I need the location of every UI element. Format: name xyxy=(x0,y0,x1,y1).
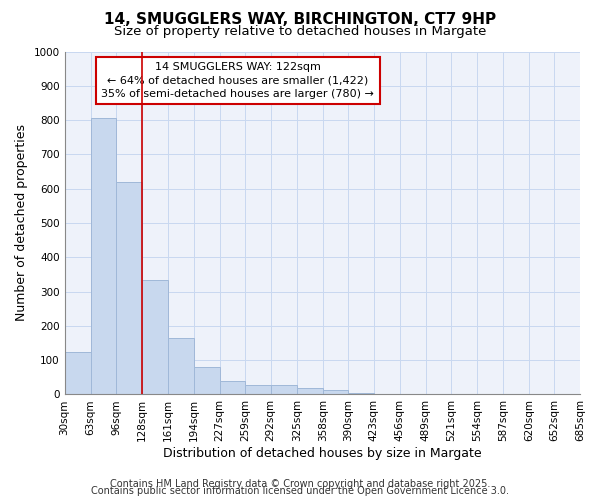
Bar xyxy=(167,338,194,394)
Bar xyxy=(245,385,271,394)
Y-axis label: Number of detached properties: Number of detached properties xyxy=(15,124,28,322)
Text: 14 SMUGGLERS WAY: 122sqm
← 64% of detached houses are smaller (1,422)
35% of sem: 14 SMUGGLERS WAY: 122sqm ← 64% of detach… xyxy=(101,62,374,99)
Bar xyxy=(65,352,91,395)
Text: Size of property relative to detached houses in Margate: Size of property relative to detached ho… xyxy=(114,25,486,38)
Bar xyxy=(323,390,348,394)
Bar xyxy=(271,385,296,394)
Bar xyxy=(220,380,245,394)
X-axis label: Distribution of detached houses by size in Margate: Distribution of detached houses by size … xyxy=(163,447,482,460)
Text: Contains public sector information licensed under the Open Government Licence 3.: Contains public sector information licen… xyxy=(91,486,509,496)
Bar xyxy=(91,118,116,394)
Bar xyxy=(142,280,167,394)
Bar xyxy=(296,388,323,394)
Text: Contains HM Land Registry data © Crown copyright and database right 2025.: Contains HM Land Registry data © Crown c… xyxy=(110,479,490,489)
Bar xyxy=(194,367,220,394)
Text: 14, SMUGGLERS WAY, BIRCHINGTON, CT7 9HP: 14, SMUGGLERS WAY, BIRCHINGTON, CT7 9HP xyxy=(104,12,496,28)
Bar xyxy=(116,182,142,394)
Bar xyxy=(348,392,374,394)
